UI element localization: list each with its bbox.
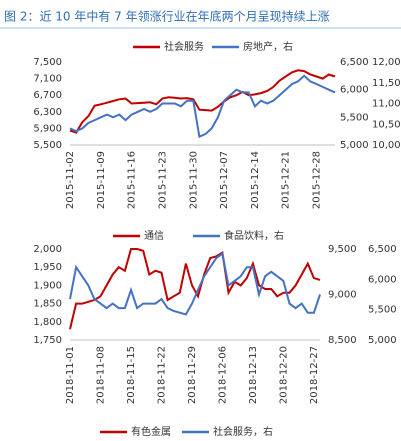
y-tick-label: 5,900: [33, 123, 62, 134]
legend-label: 社会服务: [164, 40, 204, 53]
x-tick-label: 2018-12-13: [248, 346, 259, 404]
legend-label: 通信: [144, 230, 164, 242]
x-tick-label: 2015-12-07: [219, 151, 230, 209]
y-tick-label: 2,000: [33, 244, 62, 255]
series-line: [69, 248, 321, 330]
x-tick-label: 2015-11-16: [127, 151, 138, 209]
legend-label: 房地产，右: [243, 40, 293, 53]
series-line: [69, 251, 321, 316]
y2-tick-label: 8,500: [328, 335, 357, 346]
x-tick-label: 2018-11-08: [95, 346, 106, 404]
y3-tick-label: 10,000: [372, 140, 401, 151]
y-tick-label: 6,300: [33, 107, 62, 118]
x-tick-label: 2015-12-28: [312, 151, 323, 209]
y2-tick-label: 9,000: [328, 290, 357, 301]
y-tick-label: 1,800: [33, 317, 62, 328]
x-tick-label: 2015-12-21: [281, 151, 292, 209]
y2-tick-label: 5,500: [340, 112, 369, 123]
y3-tick-label: 5,500: [368, 305, 397, 316]
y3-tick-label: 11,000: [372, 99, 401, 110]
y-tick-label: 7,500: [33, 57, 62, 68]
x-tick-label: 2015-12-14: [250, 151, 261, 209]
x-tick-label: 2018-12-27: [309, 346, 320, 404]
x-tick-label: 2018-11-01: [65, 346, 76, 404]
legend-label: 有色金属: [131, 425, 171, 438]
series-line: [69, 69, 336, 134]
x-tick-label: 2018-11-29: [187, 346, 198, 404]
x-tick-label: 2015-11-02: [65, 151, 76, 209]
x-tick-label: 2015-11-09: [96, 151, 107, 209]
y2-tick-label: 6,000: [340, 85, 369, 96]
x-tick-label: 2015-11-30: [188, 151, 199, 209]
y-tick-label: 1,900: [33, 280, 62, 291]
legend-label: 社会服务，右: [213, 425, 273, 438]
y-tick-label: 1,750: [33, 335, 62, 346]
y3-tick-label: 12,000: [372, 57, 401, 68]
x-tick-label: 2018-11-15: [126, 346, 137, 404]
y-tick-label: 1,950: [33, 262, 62, 273]
y2-tick-label: 5,000: [340, 140, 369, 151]
y2-tick-label: 6,500: [340, 57, 369, 68]
x-tick-label: 2018-12-20: [278, 346, 289, 404]
legend-label: 食品饮料，右: [224, 229, 284, 242]
y3-tick-label: 10,500: [372, 119, 401, 130]
y-tick-label: 1,850: [33, 299, 62, 310]
y3-tick-label: 11,500: [372, 78, 401, 89]
y2-tick-label: 9,500: [328, 244, 357, 255]
series-line: [69, 74, 336, 139]
x-tick-label: 2015-11-23: [157, 151, 168, 209]
y-tick-label: 6,700: [33, 90, 62, 101]
y3-tick-label: 6,000: [368, 274, 397, 285]
y3-tick-label: 5,000: [368, 335, 397, 346]
y-tick-label: 7,100: [33, 74, 62, 85]
y-tick-label: 5,500: [33, 140, 62, 151]
figure-title: 图 2：近 10 年中有 7 年领涨行业在年底两个月呈现持续上涨: [4, 9, 330, 24]
x-tick-label: 2018-12-06: [217, 346, 228, 404]
y3-tick-label: 6,500: [368, 244, 397, 255]
x-tick-label: 2018-11-22: [156, 346, 167, 404]
